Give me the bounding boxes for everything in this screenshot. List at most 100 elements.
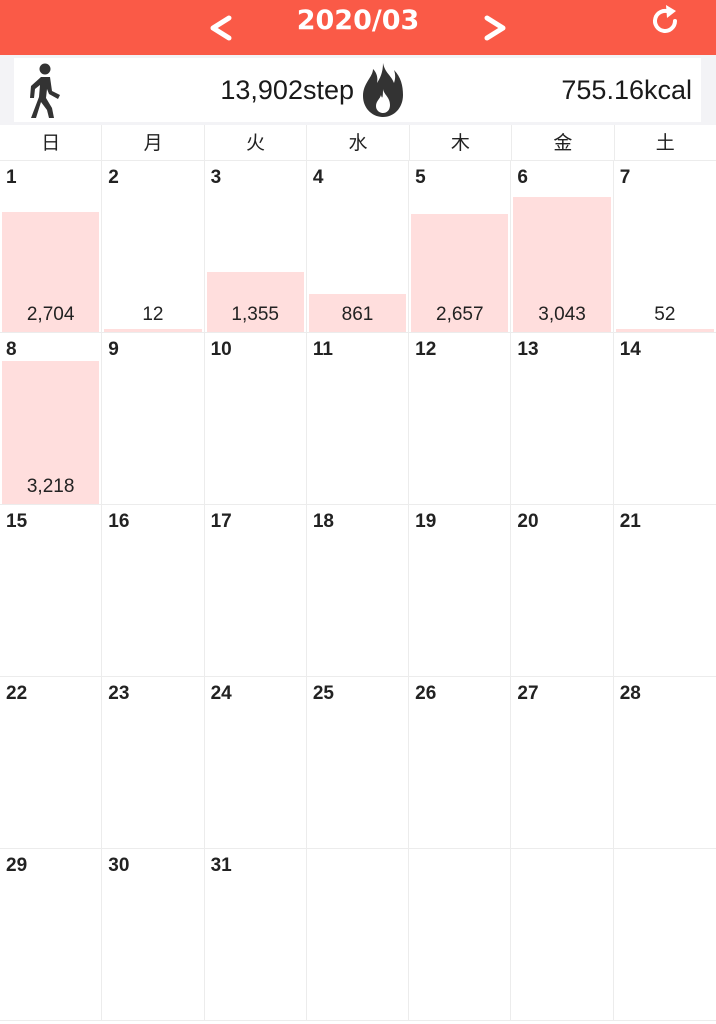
empty-cell [511, 849, 614, 1021]
chevron-left-icon [210, 15, 232, 40]
day-number: 31 [210, 855, 232, 876]
day-cell[interactable]: 31 [204, 849, 307, 1021]
day-number: 21 [619, 511, 641, 532]
total-steps: 13,902step [220, 75, 354, 105]
refresh-icon [653, 5, 677, 33]
steps-bar [2, 212, 100, 332]
day-cell[interactable]: 19 [409, 505, 512, 677]
day-cell[interactable]: 28 [613, 677, 716, 849]
day-steps: 861 [341, 304, 374, 325]
weekday-mon: 月 [102, 125, 205, 161]
day-number: 20 [517, 511, 539, 532]
day-number: 27 [517, 683, 539, 704]
steps-bar [206, 272, 304, 332]
day-cell[interactable]: 8 3,218 [0, 333, 103, 505]
day-number: 13 [517, 339, 539, 360]
day-steps: 2,704 [26, 304, 75, 325]
day-cell[interactable]: 20 [511, 505, 614, 677]
empty-cell [306, 849, 410, 1021]
steps-bar [308, 294, 407, 332]
prev-month-button[interactable] [190, 0, 250, 55]
weekday-sun: 日 [0, 125, 103, 161]
summary-bar: 13,902step 755.16kcal [0, 55, 716, 125]
summary-panel: 13,902step 755.16kcal [14, 58, 701, 122]
day-number: 25 [312, 683, 334, 704]
day-number: 26 [415, 683, 437, 704]
day-cell[interactable]: 7 52 [613, 161, 716, 333]
day-cell[interactable]: 15 [0, 505, 103, 677]
day-number: 7 [619, 167, 631, 188]
steps-bar [104, 329, 202, 332]
day-number: 9 [108, 339, 119, 360]
day-cell[interactable]: 18 [306, 505, 410, 677]
day-cell[interactable]: 30 [102, 849, 205, 1021]
day-cell[interactable]: 23 [102, 677, 205, 849]
day-number: 12 [415, 339, 437, 360]
day-cell[interactable]: 13 [511, 333, 614, 505]
day-number: 11 [312, 339, 333, 360]
day-cell[interactable]: 29 [0, 849, 103, 1021]
day-cell[interactable]: 14 [613, 333, 716, 505]
day-number: 8 [6, 339, 17, 360]
day-number: 28 [619, 683, 641, 704]
day-steps: 1,355 [231, 304, 279, 325]
day-steps: 52 [654, 304, 676, 325]
walk-icon [30, 63, 60, 118]
weekday-fri: 金 [512, 125, 615, 161]
day-cell[interactable]: 26 [409, 677, 512, 849]
day-cell[interactable]: 12 [409, 333, 512, 505]
weekday-sat: 土 [614, 125, 716, 161]
day-number: 23 [108, 683, 130, 704]
day-number: 22 [6, 683, 28, 704]
day-cell[interactable]: 21 [613, 505, 716, 677]
day-number: 6 [517, 167, 528, 188]
day-number: 3 [210, 167, 222, 188]
weekday-header: 日 月 火 水 木 金 土 [0, 125, 716, 161]
top-bar: 2020/03 [0, 0, 716, 55]
day-cell[interactable]: 10 [204, 333, 307, 505]
day-number: 29 [6, 855, 28, 876]
day-number: 24 [210, 683, 232, 704]
day-cell[interactable]: 22 [0, 677, 103, 849]
empty-cell [409, 849, 512, 1021]
day-number: 30 [108, 855, 130, 876]
day-steps: 3,218 [26, 476, 75, 497]
day-steps: 2,657 [436, 304, 484, 325]
day-cell[interactable]: 11 [306, 333, 410, 505]
day-number: 16 [108, 511, 130, 532]
day-cell[interactable]: 17 [204, 505, 307, 677]
day-number: 18 [312, 511, 334, 532]
day-number: 19 [415, 511, 437, 532]
day-cell[interactable]: 2 12 [102, 161, 205, 333]
day-cell[interactable]: 6 3,043 [511, 161, 614, 333]
steps-bar [2, 361, 100, 504]
day-number: 2 [108, 167, 119, 188]
steps-bar [615, 329, 714, 332]
chevron-right-icon [484, 15, 506, 40]
day-cell[interactable]: 24 [204, 677, 307, 849]
flame-icon [363, 63, 403, 117]
day-number: 1 [6, 167, 17, 188]
day-cell[interactable]: 4 861 [306, 161, 410, 333]
day-number: 17 [210, 511, 232, 532]
weekday-thu: 木 [409, 125, 513, 161]
day-cell[interactable]: 16 [102, 505, 205, 677]
day-cell[interactable]: 5 2,657 [409, 161, 512, 333]
next-month-button[interactable] [466, 0, 526, 55]
day-number: 10 [210, 339, 232, 360]
refresh-button[interactable] [640, 0, 690, 42]
steps-bar [411, 214, 509, 332]
day-cell[interactable]: 1 2,704 [0, 161, 103, 333]
steps-bar [513, 197, 611, 332]
day-cell[interactable]: 27 [511, 677, 614, 849]
calendar-grid: 1 2,704 2 12 3 1,355 4 861 5 2,657 6 3,043 7 52 8 3,218… [0, 161, 716, 1024]
weekday-wed: 水 [307, 125, 410, 161]
day-number: 14 [619, 339, 641, 360]
day-steps: 3,043 [538, 304, 586, 325]
weekday-tue: 火 [204, 125, 308, 161]
day-number: 4 [312, 167, 324, 188]
day-cell[interactable]: 25 [306, 677, 410, 849]
day-cell[interactable]: 9 [102, 333, 205, 505]
day-steps: 12 [142, 304, 164, 325]
day-cell[interactable]: 3 1,355 [204, 161, 307, 333]
